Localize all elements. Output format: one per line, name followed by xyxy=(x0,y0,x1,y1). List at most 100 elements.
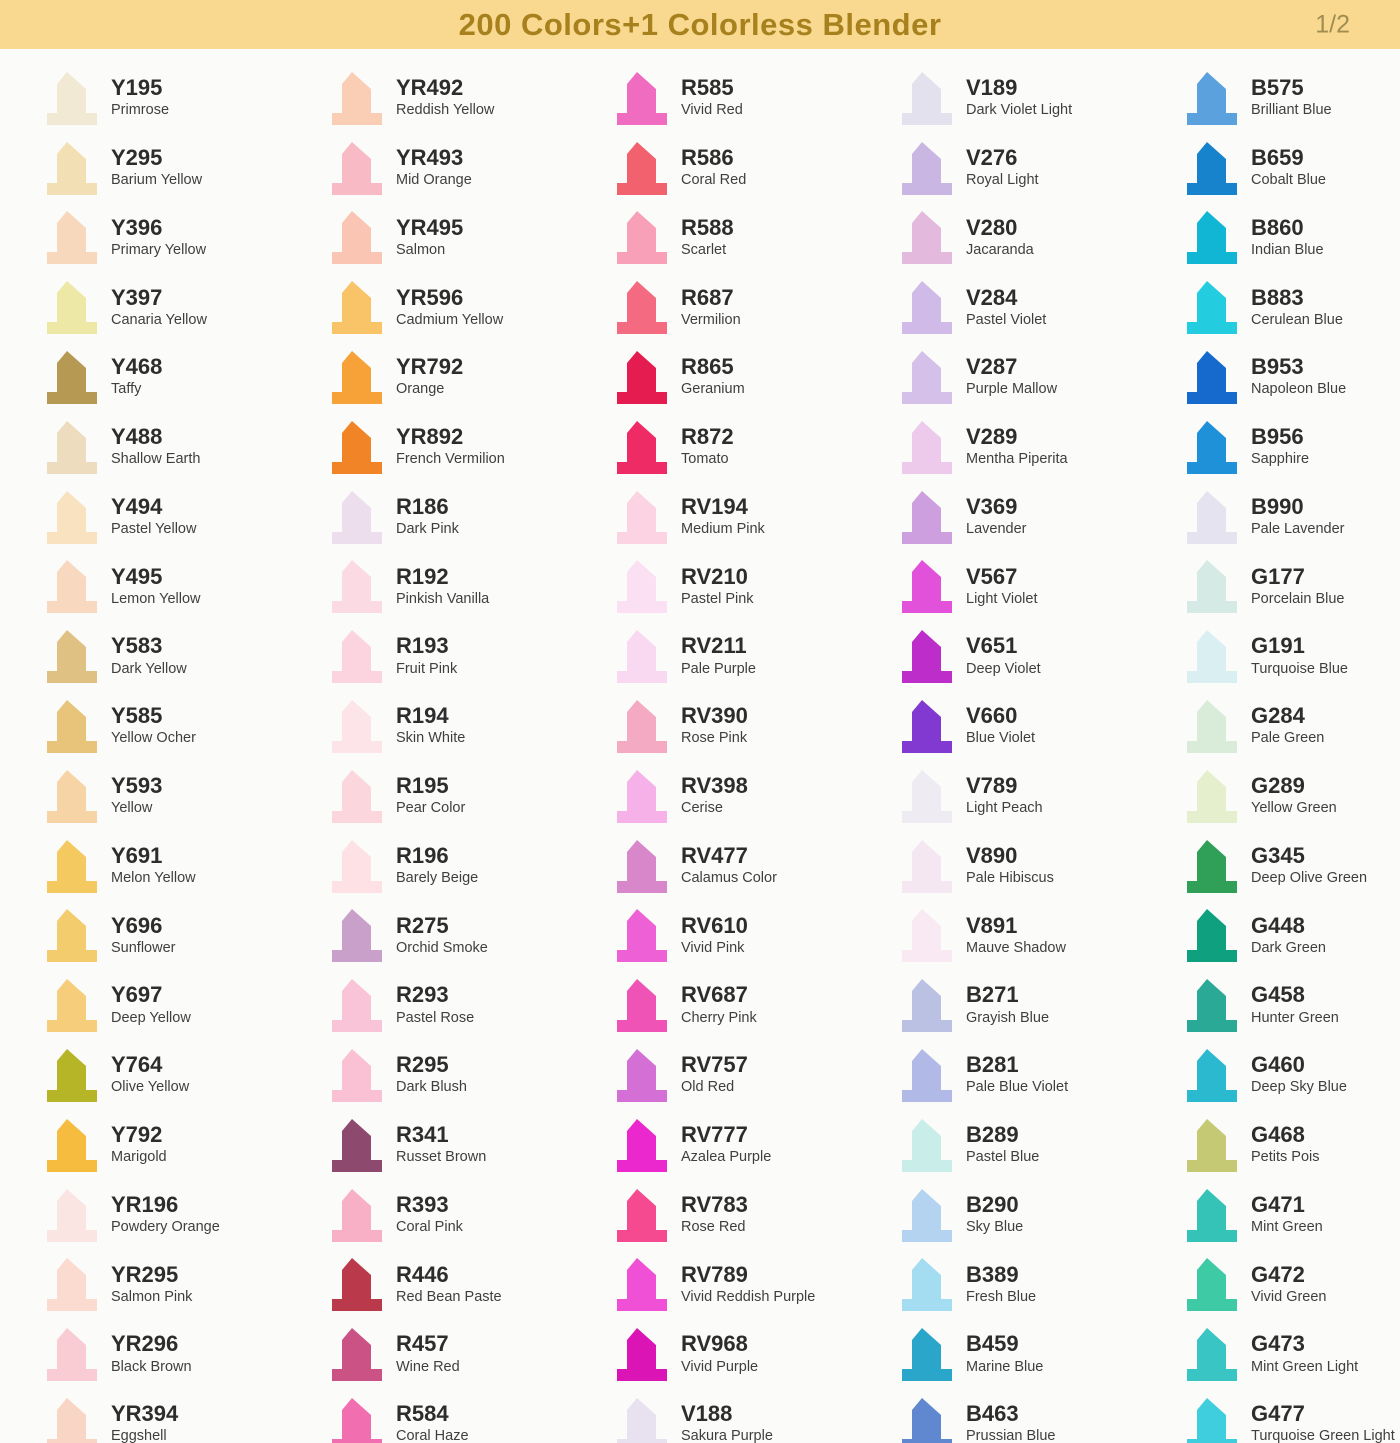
color-code: Y396 xyxy=(111,214,163,240)
color-item: R341 Russet Brown xyxy=(331,1110,616,1180)
color-code: V651 xyxy=(966,633,1018,659)
marker-nib-icon xyxy=(617,211,667,265)
color-name: Pale Green xyxy=(1251,730,1325,747)
color-labels: G472 Vivid Green xyxy=(1251,1261,1327,1307)
color-code: R192 xyxy=(396,563,449,589)
color-grid: Y195 Primrose Y295 Barium Yellow Y396 Pr… xyxy=(0,49,1400,1443)
color-labels: V289 Mentha Piperita xyxy=(966,424,1068,469)
marker-nib-icon xyxy=(47,141,97,195)
color-item: Y593 Yellow xyxy=(46,761,331,831)
marker-nib-icon xyxy=(47,1258,97,1312)
color-item: V287 Purple Mallow xyxy=(901,342,1186,412)
marker-nib-icon xyxy=(1187,211,1237,265)
marker-nib-icon xyxy=(902,1258,952,1312)
color-code: RV210 xyxy=(681,563,748,589)
color-name: Yellow Green xyxy=(1251,800,1337,817)
color-code: G460 xyxy=(1251,1052,1305,1078)
color-labels: YR495 Salmon xyxy=(396,215,463,260)
color-labels: Y792 Marigold xyxy=(111,1122,167,1167)
color-item: Y397 Canaria Yellow xyxy=(46,272,331,342)
marker-nib-icon xyxy=(47,560,97,614)
color-name: Pale Blue Violet xyxy=(966,1079,1069,1096)
color-code: G177 xyxy=(1251,563,1305,589)
color-code: YR892 xyxy=(396,424,464,450)
marker-nib-icon xyxy=(902,281,952,335)
color-labels: Y585 Yellow Ocher xyxy=(111,704,196,748)
color-name: Yellow Ocher xyxy=(111,730,196,747)
color-name: Mint Green Light xyxy=(1251,1358,1359,1375)
color-item: RV968 Vivid Purple xyxy=(616,1319,901,1389)
color-labels: B463 Prussian Blue xyxy=(966,1402,1055,1443)
color-labels: RV390 Rose Pink xyxy=(681,704,748,748)
color-code: V369 xyxy=(966,493,1018,519)
color-item: V188 Sakura Purple xyxy=(616,1389,901,1443)
color-item: RV789 Vivid Reddish Purple xyxy=(616,1250,901,1320)
color-item: R186 Dark Pink xyxy=(331,482,616,552)
color-item: V891 Mauve Shadow xyxy=(901,901,1186,971)
marker-nib-icon xyxy=(332,490,382,544)
color-name: Mint Green xyxy=(1251,1219,1323,1236)
color-name: Vivid Pink xyxy=(681,939,745,956)
color-name: Vivid Green xyxy=(1251,1288,1327,1305)
color-code: G472 xyxy=(1251,1261,1305,1287)
color-code: R872 xyxy=(681,424,734,450)
color-item: B463 Prussian Blue xyxy=(901,1389,1186,1443)
marker-nib-icon xyxy=(332,979,382,1033)
color-code: B459 xyxy=(966,1331,1019,1357)
color-code: R195 xyxy=(396,773,449,799)
color-item: V660 Blue Violet xyxy=(901,691,1186,761)
color-item: YR295 Salmon Pink xyxy=(46,1250,331,1320)
color-code: Y593 xyxy=(111,773,163,799)
color-labels: R193 Fruit Pink xyxy=(396,634,457,678)
color-name: Royal Light xyxy=(966,172,1039,189)
color-code: G471 xyxy=(1251,1191,1305,1217)
marker-nib-icon xyxy=(332,1118,382,1172)
color-labels: B289 Pastel Blue xyxy=(966,1122,1039,1167)
color-code: R588 xyxy=(681,214,734,240)
color-name: Sakura Purple xyxy=(681,1428,773,1443)
color-labels: Y295 Barium Yellow xyxy=(111,145,202,190)
color-labels: YR394 Eggshell xyxy=(111,1402,178,1443)
marker-nib-icon xyxy=(617,281,667,335)
color-code: V280 xyxy=(966,214,1018,240)
color-labels: R872 Tomato xyxy=(681,424,734,469)
color-labels: RV610 Vivid Pink xyxy=(681,913,748,958)
color-item: G458 Hunter Green xyxy=(1186,970,1400,1040)
color-code: YR394 xyxy=(111,1401,179,1427)
color-item: RV687 Cherry Pink xyxy=(616,970,901,1040)
color-labels: B953 Napoleon Blue xyxy=(1251,355,1346,399)
color-item: G345 Deep Olive Green xyxy=(1186,831,1400,901)
marker-nib-icon xyxy=(617,1188,667,1242)
color-item: YR394 Eggshell xyxy=(46,1389,331,1443)
color-item: Y396 Primary Yellow xyxy=(46,203,331,273)
marker-nib-icon xyxy=(617,1328,667,1382)
color-labels: Y696 Sunflower xyxy=(111,913,175,958)
color-code: V567 xyxy=(966,563,1018,589)
color-item: R872 Tomato xyxy=(616,412,901,482)
color-name: Coral Haze xyxy=(396,1428,469,1443)
marker-nib-icon xyxy=(47,979,97,1033)
color-code: G448 xyxy=(1251,912,1305,938)
color-item: R446 Red Bean Paste xyxy=(331,1250,616,1320)
color-labels: B883 Cerulean Blue xyxy=(1251,285,1343,330)
color-labels: Y691 Melon Yellow xyxy=(111,843,196,888)
color-name: Primary Yellow xyxy=(111,241,207,258)
color-code: G191 xyxy=(1251,633,1305,659)
marker-nib-icon xyxy=(47,769,97,823)
marker-nib-icon xyxy=(332,1328,382,1382)
color-name: Marine Blue xyxy=(966,1358,1044,1375)
color-labels: Y468 Taffy xyxy=(111,355,162,399)
color-labels: R393 Coral Pink xyxy=(396,1192,463,1237)
marker-nib-icon xyxy=(332,560,382,614)
color-item: YR495 Salmon xyxy=(331,203,616,273)
color-labels: YR196 Powdery Orange xyxy=(111,1192,220,1237)
marker-nib-icon xyxy=(332,1049,382,1103)
marker-nib-icon xyxy=(47,71,97,125)
color-code: B953 xyxy=(1251,354,1304,380)
color-code: Y764 xyxy=(111,1052,163,1078)
color-labels: R586 Coral Red xyxy=(681,145,746,190)
marker-nib-icon xyxy=(902,1118,952,1172)
color-name: Salmon Pink xyxy=(111,1288,193,1305)
color-code: B659 xyxy=(1251,144,1304,170)
color-name: Cadmium Yellow xyxy=(396,311,504,328)
